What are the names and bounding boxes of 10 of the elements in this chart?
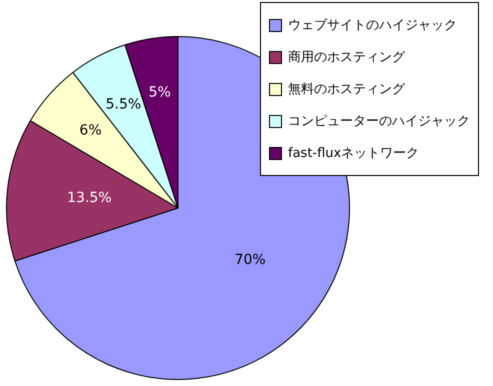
legend-label: fast-fluxネットワーク bbox=[288, 145, 420, 162]
legend-label: ウェブサイトのハイジャック bbox=[288, 17, 457, 34]
data-label: 13.5% bbox=[67, 190, 112, 206]
legend-label: 無料のホスティング bbox=[288, 81, 405, 98]
data-label: 6% bbox=[79, 122, 102, 139]
data-label: 70% bbox=[234, 252, 266, 268]
legend-label: 商用のホスティング bbox=[288, 49, 405, 66]
legend-label: コンピューターのハイジャック bbox=[288, 113, 470, 130]
data-label: 5.5% bbox=[106, 96, 142, 113]
data-label: 5% bbox=[148, 84, 171, 100]
